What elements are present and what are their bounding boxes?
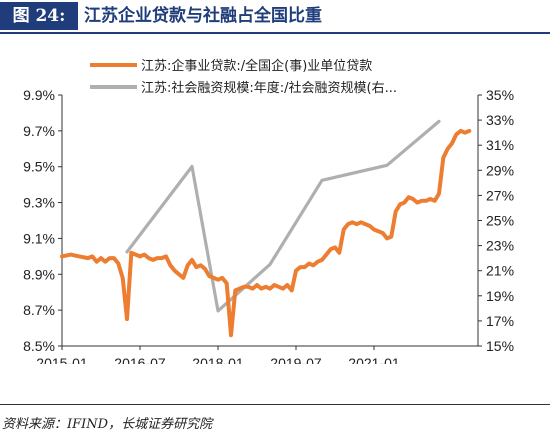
left-tick-label: 9.9% bbox=[23, 87, 55, 103]
chart-axes: 8.5% 8.7% 8.9% 9.1% 9.3% 9.5% 9.7% 9.9% 15% 17% 19… bbox=[23, 87, 514, 364]
legend-label-social-financing: 江苏:社会融资规模:年度:/社会融资规模(右... bbox=[141, 80, 397, 96]
left-tick-label: 8.7% bbox=[23, 302, 55, 318]
series-line-loans bbox=[60, 128, 472, 338]
source-note: 资料来源：IFIND，长城证券研究院 bbox=[2, 417, 213, 432]
left-tick-label: 9.5% bbox=[23, 159, 55, 175]
chart-legend: 江苏:企事业贷款:/全国企(事)业单位贷款江苏:社会融资规模:年度:/社会融资规… bbox=[90, 58, 397, 96]
right-tick-label: 15% bbox=[486, 338, 514, 354]
right-tick-label: 35% bbox=[486, 87, 514, 103]
right-tick-label: 21% bbox=[486, 263, 514, 279]
right-tick-label: 17% bbox=[486, 313, 514, 329]
left-tick-label: 8.9% bbox=[23, 266, 55, 282]
source-divider bbox=[0, 404, 550, 405]
left-tick-label: 9.3% bbox=[23, 195, 55, 211]
right-tick-label: 33% bbox=[486, 112, 514, 128]
x-tick-label: 2019-07 bbox=[270, 355, 322, 364]
right-tick-label: 31% bbox=[486, 137, 514, 153]
figure-title: 江苏企业贷款与社融占全国比重 bbox=[84, 6, 322, 26]
right-tick-label: 19% bbox=[486, 288, 514, 304]
right-tick-label: 25% bbox=[486, 213, 514, 229]
right-tick-label: 29% bbox=[486, 162, 514, 178]
left-tick-label: 8.5% bbox=[23, 338, 55, 354]
legend-label-loans: 江苏:企事业贷款:/全国企(事)业单位贷款 bbox=[141, 58, 372, 74]
chart-series bbox=[60, 119, 472, 338]
left-tick-label: 9.7% bbox=[23, 123, 55, 139]
figure-label: 图 24: bbox=[0, 2, 78, 30]
chart: 8.5% 8.7% 8.9% 9.1% 9.3% 9.5% 9.7% 9.9% 15% 17% 19… bbox=[23, 58, 514, 364]
x-tick-label: 2016-07 bbox=[114, 355, 166, 364]
right-tick-label: 23% bbox=[486, 238, 514, 254]
left-tick-label: 9.1% bbox=[23, 230, 55, 246]
x-tick-label: 2018-01 bbox=[192, 355, 244, 364]
series-line-social-financing bbox=[125, 119, 441, 313]
figure-header: 图 24: 江苏企业贷款与社融占全国比重 bbox=[0, 0, 550, 34]
x-tick-label: 2015-01 bbox=[36, 355, 88, 364]
x-tick-label: 2021-01 bbox=[348, 355, 400, 364]
right-tick-label: 27% bbox=[486, 187, 514, 203]
